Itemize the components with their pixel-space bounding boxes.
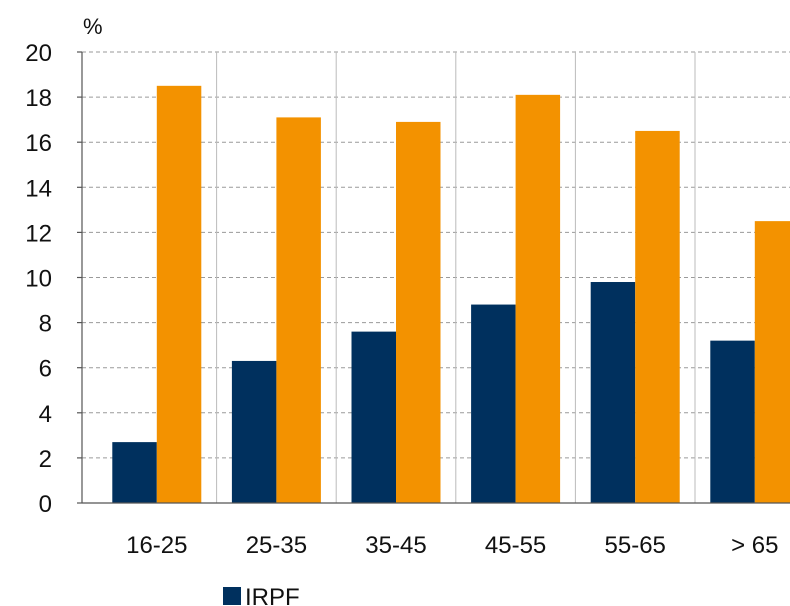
x-tick-label: 35-45	[365, 532, 426, 559]
y-tick-label: 20	[25, 40, 52, 67]
y-tick-label: 18	[25, 85, 52, 112]
x-tick-label: 25-35	[246, 532, 307, 559]
x-tick-label: 16-25	[126, 532, 187, 559]
y-tick-label: 10	[25, 266, 52, 293]
y-tick-label: 2	[39, 446, 52, 473]
y-tick-label: 14	[25, 175, 52, 202]
bar-series2-1	[156, 85, 202, 503]
legend-label-irpf: IRPF	[245, 584, 300, 606]
y-tick-label: 0	[39, 491, 52, 518]
bar-irpf-1	[112, 442, 157, 503]
gridlines	[82, 51, 790, 503]
bar-series2-5	[635, 130, 680, 504]
x-tick-label: 55-65	[605, 532, 666, 559]
bar-irpf-4	[471, 304, 516, 503]
x-tick-label: 45-55	[485, 532, 546, 559]
y-tick-label: 12	[25, 220, 52, 247]
bar-series2-3	[396, 121, 441, 503]
bar-irpf-2	[231, 360, 277, 503]
y-tick-labels: 0 2 4 6 8 10 12 14 16 18 20	[25, 40, 52, 518]
bar-irpf-5	[590, 282, 636, 503]
bar-series2-4	[515, 94, 561, 503]
bar-series2-6	[754, 221, 790, 503]
y-tick-label: 4	[39, 401, 52, 428]
bar-irpf-3	[351, 331, 396, 503]
bars	[112, 85, 790, 504]
x-tick-labels: 16-25 25-35 35-45 45-55 55-65 > 65	[126, 532, 778, 559]
y-tick-label: 8	[39, 311, 52, 338]
legend-swatch-irpf	[223, 587, 241, 605]
bar-series2-2	[276, 117, 321, 504]
y-unit-label: %	[83, 14, 103, 39]
legend: IRPF	[223, 584, 300, 606]
bar-irpf-6	[710, 340, 755, 503]
y-tick-label: 16	[25, 130, 52, 157]
axes	[77, 51, 790, 504]
y-tick-label: 6	[39, 356, 52, 383]
x-tick-label: > 65	[731, 532, 778, 559]
